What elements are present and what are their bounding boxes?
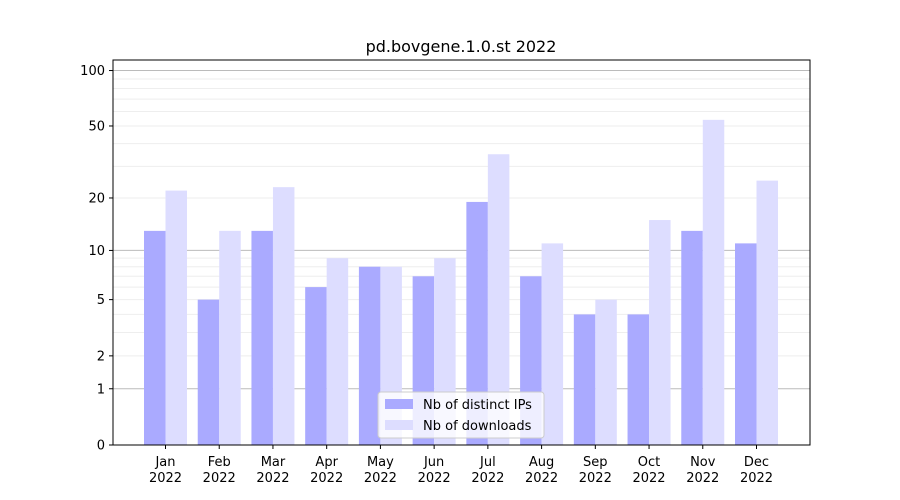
x-tick-label-month: Nov — [690, 455, 716, 470]
bar-downloads — [326, 258, 349, 445]
bar-downloads — [595, 299, 617, 445]
x-tick-label-month: Dec — [744, 455, 769, 470]
bar-ips — [251, 230, 273, 445]
bar-ips — [573, 314, 596, 445]
bar-ips — [144, 230, 166, 445]
y-tick-label: 10 — [88, 244, 105, 259]
y-tick-label: 1 — [97, 382, 105, 397]
legend-box — [377, 391, 545, 439]
bar-ips — [305, 287, 327, 445]
x-tick-label-year: 2022 — [740, 471, 773, 486]
x-tick-label-year: 2022 — [418, 471, 451, 486]
bar-ips — [358, 266, 381, 445]
x-tick-label-month: Jun — [423, 455, 444, 470]
legend-swatch-downloads — [385, 420, 413, 430]
x-axis: Jan2022Feb2022Mar2022Apr2022May2022Jun20… — [149, 445, 773, 486]
y-tick-label: 0 — [97, 439, 105, 454]
bar-ips — [735, 243, 757, 445]
bar-downloads — [165, 190, 187, 445]
x-tick-label-month: Jul — [479, 455, 496, 470]
x-tick-label-year: 2022 — [203, 471, 236, 486]
bar-ips — [627, 314, 650, 445]
bar-downloads — [219, 230, 241, 445]
x-tick-label-year: 2022 — [149, 471, 182, 486]
x-tick-label-year: 2022 — [256, 471, 289, 486]
x-tick-label-year: 2022 — [579, 471, 612, 486]
bar-downloads — [756, 180, 778, 445]
bar-ips — [197, 299, 220, 445]
x-tick-label-year: 2022 — [686, 471, 719, 486]
bar-downloads — [272, 187, 295, 445]
y-tick-label: 5 — [97, 293, 105, 308]
x-tick-label-month: Mar — [261, 455, 286, 470]
y-tick-label: 20 — [88, 191, 105, 206]
y-axis: 0 1 2 5 10 20 50 100 — [80, 64, 113, 454]
plot-area-frame — [112, 59, 811, 446]
x-tick-label-month: Oct — [638, 455, 660, 470]
legend-swatch-ips — [385, 399, 413, 409]
x-tick-label-month: Jan — [154, 455, 175, 470]
bar-downloads — [702, 119, 725, 445]
bar-ips — [681, 230, 703, 445]
x-tick-label-month: Apr — [315, 455, 338, 470]
x-tick-label-year: 2022 — [471, 471, 504, 486]
bar-downloads — [487, 154, 510, 445]
chart-title: pd.bovgene.1.0.st 2022 — [366, 37, 557, 56]
bar-downloads — [649, 220, 671, 445]
x-tick-label-month: Feb — [208, 455, 231, 470]
y-tick-label: 100 — [80, 64, 105, 79]
x-tick-label-year: 2022 — [310, 471, 343, 486]
x-tick-label-year: 2022 — [364, 471, 397, 486]
x-tick-label-month: Aug — [529, 455, 554, 470]
bar-ips — [466, 201, 488, 445]
x-tick-label-year: 2022 — [632, 471, 665, 486]
legend: Nb of distinct IPs Nb of downloads — [377, 391, 545, 439]
bar-downloads — [541, 243, 564, 445]
y-tick-label: 2 — [97, 349, 105, 364]
legend-label-downloads: Nb of downloads — [423, 419, 532, 434]
legend-label-ips: Nb of distinct IPs — [423, 398, 532, 413]
y-tick-label: 50 — [88, 119, 105, 134]
x-tick-label-month: May — [367, 455, 394, 470]
x-tick-label-year: 2022 — [525, 471, 558, 486]
x-tick-label-month: Sep — [583, 455, 608, 470]
